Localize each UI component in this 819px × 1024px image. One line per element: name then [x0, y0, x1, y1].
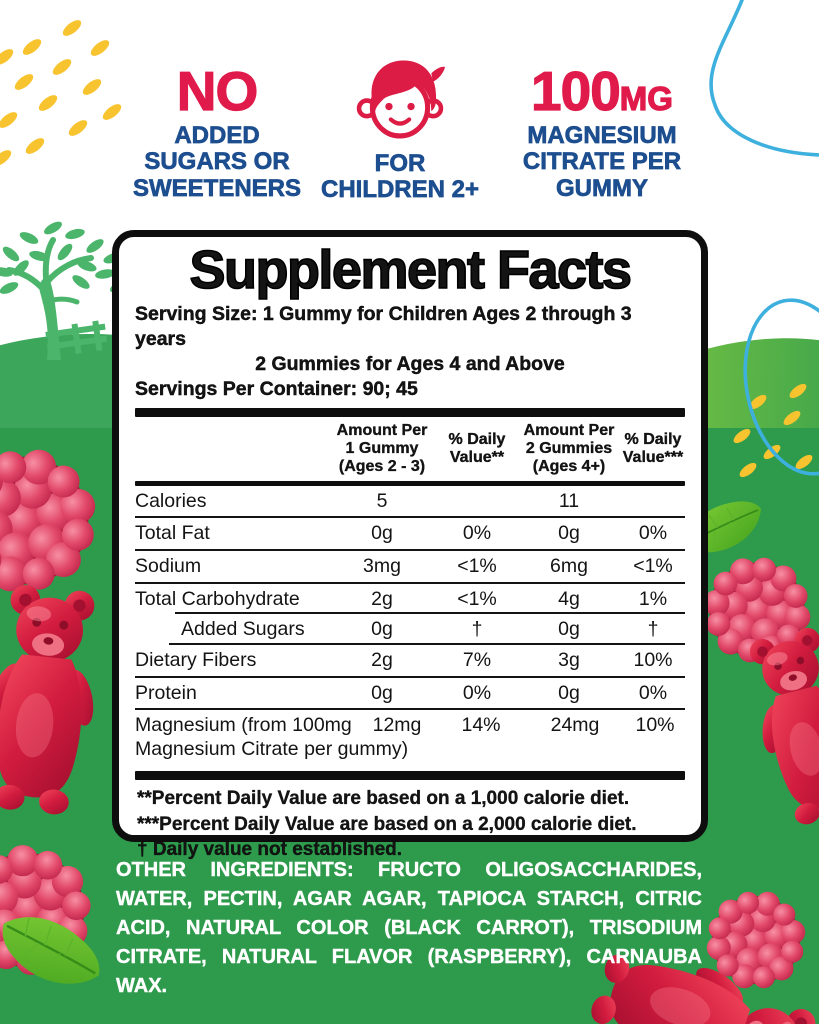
nutrient-name-text: Magnesium (from 100mg Magnesium Citrate … — [135, 714, 409, 761]
amount-per-2-gummies: 3g — [558, 648, 580, 671]
amount-per-1-gummy: 0g — [371, 618, 393, 641]
magnesium-value: 100 — [530, 60, 621, 122]
header-daily-value-1: % Daily Value** — [448, 431, 506, 467]
badge-for-children: FOR CHILDREN 2+ — [310, 55, 490, 204]
header-amount-2-gummies: Amount Per 2 Gummies (Ages 4+) — [523, 421, 615, 476]
divider-medium — [135, 480, 685, 486]
nutrient-name: Sodium — [135, 554, 202, 577]
amount-per-1-gummy: 12mg — [372, 714, 422, 737]
header-amount-1-gummy: Amount Per 1 Gummy (Ages 2 - 3) — [336, 421, 428, 476]
badge-no-added-sugar: NO ADDED SUGARS OR SWEETENERS — [122, 60, 312, 202]
panel-title: Supplement Facts — [189, 240, 633, 300]
badge-magnesium-per-gummy: 100MG MAGNESIUM CITRATE PER GUMMY — [512, 63, 692, 202]
other-ingredients-label: OTHER INGREDIENTS: — [116, 859, 354, 881]
daily-value-1: 0% — [462, 681, 492, 704]
divider-thick-top — [135, 407, 685, 417]
daily-value-1: 0% — [462, 522, 492, 545]
nutrient-row-total-fat: Total Fat 0g 0% 0g 0% — [135, 516, 685, 549]
daily-value-1: <1% — [457, 554, 497, 577]
daily-value-2: 0% — [638, 681, 668, 704]
nutrient-name: Total Fat — [135, 522, 210, 545]
yellow-dots-pattern — [0, 20, 122, 166]
blue-loop-line — [743, 298, 819, 476]
daily-value-2: 10% — [633, 648, 673, 671]
badge-no-label: NO — [176, 60, 259, 122]
amount-per-2-gummies: 11 — [558, 489, 580, 512]
amount-per-1-gummy: 2g — [371, 587, 393, 610]
nutrient-table: Calories 5 11 Total Fat 0g 0% 0g 0% Sodi… — [135, 486, 685, 766]
nutrient-name: Added Sugars — [181, 618, 305, 641]
amount-per-1-gummy: 3mg — [363, 554, 401, 577]
child-face-icon — [356, 60, 446, 139]
amount-per-1-gummy: 2g — [371, 648, 393, 671]
serving-size-line2: 2 Gummies for Ages 4 and Above — [255, 352, 565, 375]
daily-value-2: 10% — [635, 714, 675, 737]
table-header-row: Amount Per 1 Gummy (Ages 2 - 3) % Daily … — [135, 417, 685, 481]
other-ingredients-text: FRUCTO OLIGOSACCHARIDES, WATER, PECTIN, … — [116, 859, 703, 997]
nutrient-row-protein: Protein 0g 0% 0g 0% — [135, 675, 685, 709]
fence-illustration — [45, 320, 108, 357]
nutrient-name: Calories — [135, 489, 207, 512]
divider-thick-bottom — [135, 771, 685, 781]
amount-per-2-gummies: 4g — [558, 587, 580, 610]
nutrient-row-calories: Calories 5 11 — [135, 486, 685, 517]
amount-per-1-gummy: 0g — [371, 681, 393, 704]
amount-per-2-gummies: 24mg — [550, 714, 600, 737]
nutrient-name: Protein — [135, 681, 197, 704]
nutrient-row-added-sugars: Added Sugars 0g † 0g † — [135, 612, 685, 645]
badge-magnesium-amount: 100MG — [512, 63, 692, 119]
daily-value-2: 1% — [638, 587, 668, 610]
nutrient-row-magnesium: Magnesium (from 100mg Magnesium Citrate … — [135, 708, 685, 765]
daily-value-2: 0% — [638, 522, 668, 545]
other-ingredients: OTHER INGREDIENTS: FRUCTO OLIGOSACCHARID… — [116, 856, 702, 1001]
footnote-1000-calorie: **Percent Daily Value are based on a 1,0… — [137, 788, 630, 810]
magnesium-unit: MG — [619, 80, 673, 117]
nutrient-row-sodium: Sodium 3mg <1% 6mg <1% — [135, 548, 685, 582]
daily-value-1: † — [471, 618, 483, 641]
daily-value-1: <1% — [457, 587, 497, 610]
amount-per-1-gummy: 0g — [371, 522, 393, 545]
nutrient-name: Dietary Fibers — [135, 648, 257, 671]
supplement-facts-panel: Supplement Facts Serving Size: 1 Gummy f… — [112, 230, 708, 860]
footnote-daily-value: † Daily value not established. — [137, 839, 403, 861]
servings-per-container: Servings Per Container: 90; 45 — [135, 377, 418, 400]
header-daily-value-2: % Daily Value*** — [622, 431, 684, 467]
amount-per-2-gummies: 0g — [558, 522, 580, 545]
nutrient-row-dietary-fibers: Dietary Fibers 2g 7% 3g 10% — [135, 642, 685, 676]
amount-per-2-gummies: 0g — [558, 681, 580, 704]
nutrient-name: Magnesium (from 100mg Magnesium Citrate … — [135, 713, 408, 761]
amount-per-1-gummy: 5 — [376, 489, 388, 512]
serving-size-line1: Serving Size: 1 Gummy for Children Ages … — [135, 303, 632, 351]
tree-illustration — [0, 221, 128, 360]
daily-value-1: 7% — [462, 648, 492, 671]
badge-children-lines: FOR CHILDREN 2+ — [320, 150, 480, 204]
daily-value-2: <1% — [633, 554, 673, 577]
badge-no-sugar-lines: ADDED SUGARS OR SWEETENERS — [132, 122, 302, 202]
nutrient-name: Total Carbohydrate — [135, 587, 300, 610]
amount-per-2-gummies: 0g — [558, 618, 580, 641]
footnotes: **Percent Daily Value are based on a 1,0… — [135, 780, 685, 862]
nutrient-row-total-carbohydrate: Total Carbohydrate 2g <1% 4g 1% — [135, 581, 685, 615]
footnote-2000-calorie: ***Percent Daily Value are based on a 2,… — [137, 813, 637, 835]
badge-magnesium-lines: MAGNESIUM CITRATE PER GUMMY — [522, 122, 682, 202]
daily-value-2: † — [647, 618, 659, 641]
amount-per-2-gummies: 6mg — [550, 554, 588, 577]
blue-squiggle-line — [709, 0, 819, 157]
daily-value-1: 14% — [461, 714, 501, 737]
